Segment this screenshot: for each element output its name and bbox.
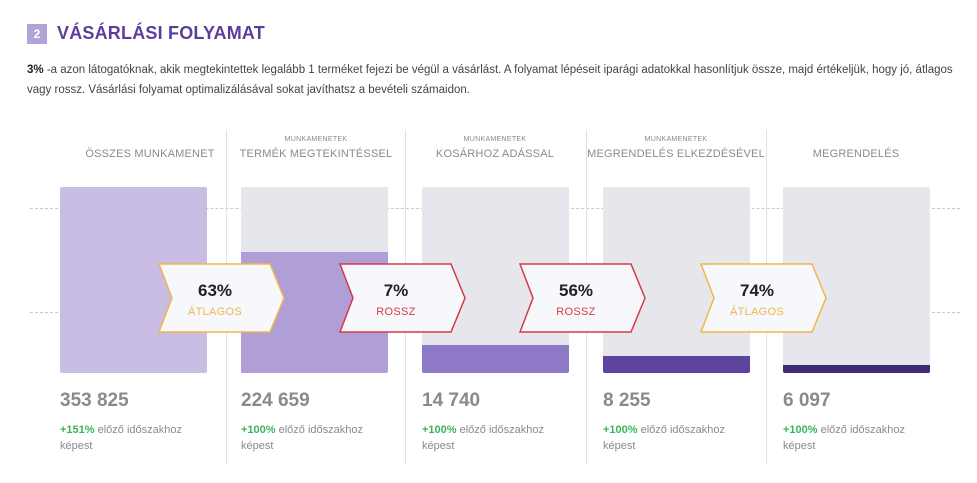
- description-text: -a azon látogatóknak, akik megtekintette…: [27, 64, 953, 96]
- step-bar: [60, 187, 207, 373]
- conversion-rating: ROSSZ: [376, 306, 416, 318]
- conversion-arrow: 63% ÁTLAGOS: [158, 263, 286, 333]
- step-bar-fill: [783, 364, 930, 373]
- step-number-badge: 2: [27, 23, 47, 44]
- arrow-chevron-shape: [519, 263, 646, 333]
- step-value: 14 740: [422, 390, 481, 411]
- step-label: ÖSSZES MUNKAMENET: [85, 148, 215, 160]
- step-change: +100% előző időszakhoz képest: [422, 422, 572, 454]
- change-label: előző időszakhoz képest: [60, 424, 183, 452]
- conversion-arrow: 56% ROSSZ: [519, 263, 647, 333]
- step-value: 6 097: [783, 390, 831, 411]
- step-label: MEGRENDELÉS ELKEZDÉSÉVEL: [587, 148, 765, 160]
- change-percentage: +100%: [241, 424, 276, 436]
- conversion-rating: ÁTLAGOS: [187, 306, 243, 318]
- description-highlight: 3%: [27, 64, 44, 76]
- step-change: +100% előző időszakhoz képest: [603, 422, 753, 454]
- step-sublabel: MUNKAMENETEK: [463, 136, 527, 143]
- conversion-percentage: 74%: [739, 281, 775, 300]
- conversion-rating: ROSSZ: [556, 306, 596, 318]
- conversion-percentage: 63%: [197, 281, 233, 300]
- step-change: +100% előző időszakhoz képest: [241, 422, 391, 454]
- step-change: +100% előző időszakhoz képest: [783, 422, 933, 454]
- arrow-chevron-shape: [339, 263, 466, 333]
- conversion-rating: ÁTLAGOS: [729, 306, 785, 318]
- change-percentage: +100%: [603, 424, 638, 436]
- section-title: VÁSÁRLÁSI FOLYAMAT: [57, 23, 265, 43]
- section-header: 2 VÁSÁRLÁSI FOLYAMAT: [27, 23, 265, 44]
- change-percentage: +100%: [422, 424, 457, 436]
- arrow-chevron-shape: [700, 263, 827, 333]
- change-label: előző időszakhoz képest: [783, 424, 906, 452]
- change-percentage: +151%: [60, 424, 95, 436]
- step-sublabel: MUNKAMENETEK: [284, 136, 348, 143]
- step-bar-fill: [603, 356, 750, 373]
- step-label: KOSÁRHOZ ADÁSSAL: [435, 148, 555, 160]
- step-value: 353 825: [60, 390, 129, 411]
- step-value: 224 659: [241, 390, 310, 411]
- step-sublabel: MUNKAMENETEK: [644, 136, 708, 143]
- section-description: 3% -a azon látogatóknak, akik megtekinte…: [27, 60, 957, 100]
- step-label: TERMÉK MEGTEKINTÉSSEL: [239, 148, 393, 160]
- funnel-step-all-sessions: ÖSSZES MUNKAMENET 353 825 +151% előző id…: [60, 120, 240, 465]
- conversion-arrow: 74% ÁTLAGOS: [700, 263, 828, 333]
- step-bar-fill: [422, 345, 569, 373]
- conversion-percentage: 56%: [558, 281, 594, 300]
- step-value: 8 255: [603, 390, 651, 411]
- change-label: előző időszakhoz képest: [603, 424, 726, 452]
- change-label: előző időszakhoz képest: [241, 424, 364, 452]
- step-change: +151% előző időszakhoz képest: [60, 422, 210, 454]
- change-label: előző időszakhoz képest: [422, 424, 545, 452]
- change-percentage: +100%: [783, 424, 818, 436]
- conversion-arrow: 7% ROSSZ: [339, 263, 467, 333]
- conversion-percentage: 7%: [383, 281, 409, 300]
- arrow-chevron-shape: [158, 263, 285, 333]
- step-label: MEGRENDELÉS: [812, 148, 900, 160]
